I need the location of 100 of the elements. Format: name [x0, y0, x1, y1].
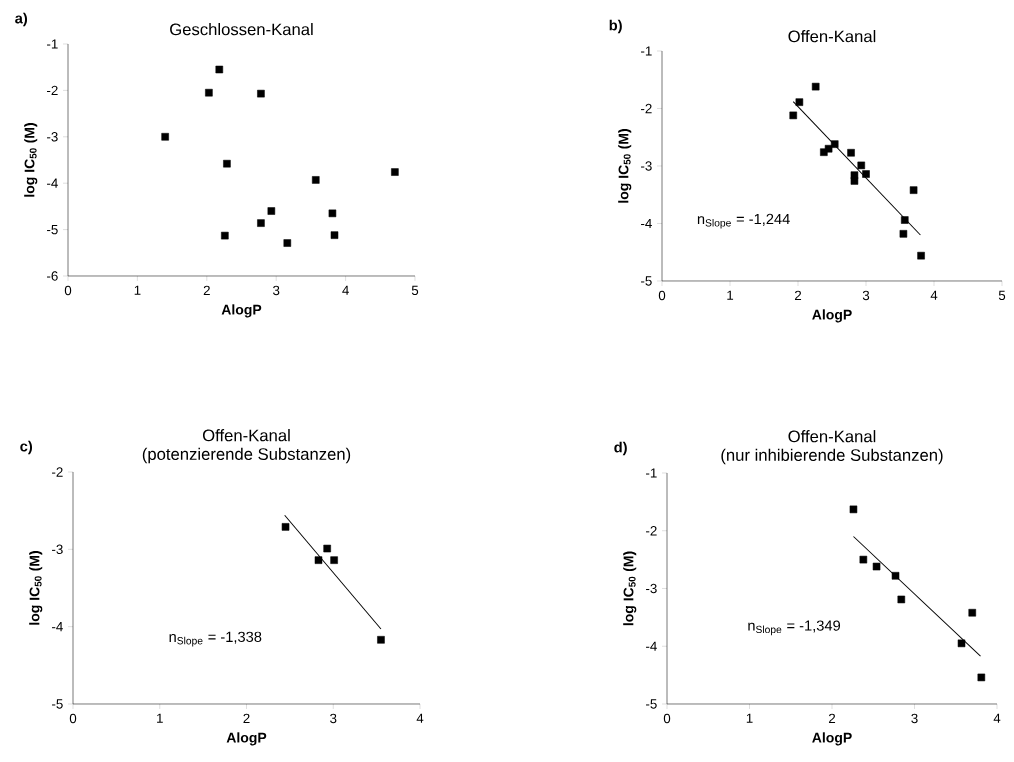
- y-tick-label: -1: [641, 46, 652, 56]
- x-tick-label: 3: [273, 285, 280, 296]
- point: [830, 140, 839, 148]
- point: [850, 177, 859, 185]
- x-tick-label: 0: [64, 285, 72, 296]
- y-tick-label: -3: [47, 132, 58, 142]
- x-tick-label: 1: [727, 290, 734, 300]
- y-tick-label: -5: [646, 699, 657, 709]
- point: [977, 673, 986, 682]
- point: [330, 231, 339, 239]
- x-axis-title: AlogP: [226, 732, 267, 746]
- y-tick-label: -3: [641, 161, 652, 171]
- point: [897, 595, 906, 604]
- text: b): [609, 19, 622, 34]
- x-tick-label: 0: [663, 713, 671, 724]
- text: c): [20, 440, 33, 455]
- point: [161, 133, 169, 141]
- annotation: n$_{Slope}$ = -1,244: [697, 213, 790, 229]
- chart-title: Offen-Kanal: [788, 430, 876, 443]
- y-tick-label: -1: [646, 468, 657, 478]
- x-tick-label: 4: [993, 713, 1001, 723]
- y-tick-label: -2: [52, 467, 63, 477]
- x-axis-title: AlogP: [221, 304, 262, 318]
- point: [901, 216, 909, 224]
- x-tick-label: 1: [746, 713, 753, 723]
- chart-title: Offen-Kanal: [788, 30, 876, 43]
- point: [221, 231, 229, 240]
- point: [223, 159, 231, 168]
- point: [330, 556, 338, 564]
- y-axis-title: log IC$_{50}$ (M): [24, 123, 38, 197]
- y-tick-label: -4: [646, 641, 657, 651]
- x-tick-label: 3: [911, 713, 918, 724]
- y-tick-label: -2: [646, 526, 657, 536]
- point: [909, 186, 918, 194]
- x-tick-label: 1: [134, 285, 141, 295]
- point: [857, 161, 866, 170]
- y-tick-label: -2: [641, 103, 652, 114]
- point: [795, 98, 804, 106]
- point: [968, 608, 977, 617]
- point: [917, 251, 925, 260]
- point: [849, 505, 858, 514]
- point: [257, 89, 265, 98]
- text: d): [614, 441, 627, 456]
- y-tick-label: -4: [52, 622, 63, 632]
- x-axis-title: AlogP: [812, 732, 852, 746]
- x-axis-title: AlogP: [812, 309, 852, 323]
- annotation: n$_{Slope}$ = -1,349: [748, 620, 841, 636]
- point: [314, 556, 323, 564]
- y-tick-label: -4: [47, 178, 58, 188]
- x-tick-label: 2: [243, 713, 250, 723]
- x-tick-label: 5: [411, 285, 419, 295]
- point: [281, 523, 290, 531]
- x-tick-label: 4: [930, 290, 938, 300]
- y-tick-label: -6: [47, 271, 58, 281]
- point: [312, 176, 320, 184]
- y-tick-label: -5: [47, 224, 58, 235]
- y-tick-label: -5: [641, 276, 652, 286]
- x-tick-label: 4: [416, 713, 424, 723]
- x-tick-label: 2: [203, 285, 210, 296]
- x-tick-label: 0: [658, 290, 666, 301]
- y-tick-label: -4: [641, 218, 652, 229]
- point: [323, 544, 331, 553]
- y-tick-label: -5: [52, 699, 63, 709]
- chart-title: Offen-Kanal: [202, 429, 290, 442]
- point: [328, 209, 337, 218]
- point: [957, 639, 966, 648]
- x-tick-label: 1: [157, 713, 163, 723]
- point: [283, 239, 292, 247]
- point: [872, 562, 881, 571]
- y-axis-title: log IC$_{50}$ (M): [29, 551, 43, 625]
- text: a): [15, 12, 28, 27]
- point: [859, 555, 868, 564]
- x-tick-label: 0: [69, 713, 77, 724]
- y-tick-label: -1: [47, 39, 58, 49]
- point: [811, 82, 820, 91]
- y-axis-title: log IC$_{50}$ (M): [618, 129, 632, 203]
- y-tick-label: -2: [47, 85, 58, 96]
- point: [215, 65, 224, 74]
- y-tick-label: -3: [52, 544, 63, 555]
- point: [789, 111, 798, 120]
- point: [847, 149, 855, 157]
- point: [257, 219, 265, 227]
- chart-subtitle: (nur inhibierende Substanzen): [721, 448, 943, 465]
- annotation: n$_{Slope}$ = -1,338: [169, 631, 262, 647]
- x-tick-label: 2: [794, 290, 802, 300]
- x-tick-label: 3: [330, 713, 337, 724]
- point: [891, 572, 900, 580]
- x-tick-label: 4: [342, 285, 349, 295]
- x-tick-label: 3: [862, 290, 870, 301]
- point: [391, 168, 399, 176]
- y-axis-title: log IC$_{50}$ (M): [623, 551, 637, 626]
- point: [205, 88, 213, 97]
- x-tick-label: 5: [998, 290, 1006, 300]
- y-tick-label: -3: [646, 583, 657, 594]
- point: [377, 636, 385, 644]
- x-tick-label: 2: [828, 713, 836, 723]
- point: [824, 144, 833, 153]
- point: [899, 230, 908, 238]
- point: [862, 170, 870, 178]
- chart-subtitle: (potenzierende Substanzen): [142, 447, 351, 464]
